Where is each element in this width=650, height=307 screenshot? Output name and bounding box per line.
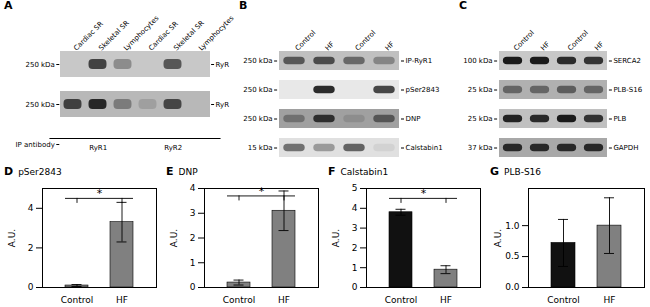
svg-text:Control: Control xyxy=(61,295,94,303)
svg-text:3: 3 xyxy=(352,223,358,233)
svg-text:PLB-S16: PLB-S16 xyxy=(613,86,642,94)
svg-text:Control: Control xyxy=(223,295,256,303)
svg-text:HF: HF xyxy=(324,40,336,52)
svg-text:15 kDa: 15 kDa xyxy=(248,144,273,152)
svg-text:Skeletal SR: Skeletal SR xyxy=(97,19,131,53)
svg-text:HF: HF xyxy=(440,295,452,303)
svg-text:GAPDH: GAPDH xyxy=(613,144,638,152)
svg-text:Control: Control xyxy=(385,295,418,303)
svg-text:*: * xyxy=(259,185,265,198)
svg-text:HF: HF xyxy=(593,40,605,52)
svg-text:2: 2 xyxy=(190,233,196,243)
svg-text:Lymphocytes: Lymphocytes xyxy=(122,14,161,53)
svg-text:0.5: 0.5 xyxy=(505,251,519,261)
svg-text:250 kDa: 250 kDa xyxy=(243,57,272,65)
html-text:F Calstabin1: F Calstabin1 xyxy=(328,165,389,178)
svg-text:4: 4 xyxy=(190,183,196,193)
svg-text:RyR: RyR xyxy=(216,61,230,69)
svg-text:250 kDa: 250 kDa xyxy=(243,115,272,123)
svg-text:HF: HF xyxy=(604,295,616,303)
svg-text:37 kDa: 37 kDa xyxy=(468,144,493,152)
svg-text:4: 4 xyxy=(28,203,34,213)
svg-text:Lymphocytes: Lymphocytes xyxy=(197,14,235,52)
svg-text:Cardiac SR: Cardiac SR xyxy=(147,19,180,53)
svg-text:250 kDa: 250 kDa xyxy=(25,61,54,69)
svg-text:HF: HF xyxy=(539,40,551,52)
svg-text:1: 1 xyxy=(190,258,196,268)
svg-text:HF: HF xyxy=(278,295,290,303)
html-text:B: B xyxy=(239,0,248,12)
svg-text:*: * xyxy=(97,187,103,200)
svg-text:1: 1 xyxy=(352,263,358,273)
svg-text:100 kDa: 100 kDa xyxy=(463,57,492,65)
svg-text:250 kDa: 250 kDa xyxy=(25,101,54,109)
svg-text:0: 0 xyxy=(28,282,34,292)
svg-text:IP antibody: IP antibody xyxy=(16,141,55,149)
svg-text:SERCA2: SERCA2 xyxy=(613,57,641,65)
html-text:A: A xyxy=(4,0,13,12)
svg-text:3: 3 xyxy=(190,208,196,218)
svg-text:RyR2: RyR2 xyxy=(164,144,182,152)
svg-text:Calstabin1: Calstabin1 xyxy=(406,144,443,152)
html-text:D pSer2843: D pSer2843 xyxy=(4,165,62,178)
svg-text:A.U.: A.U. xyxy=(493,229,503,247)
svg-text:Cardiac SR: Cardiac SR xyxy=(72,19,105,53)
svg-text:2: 2 xyxy=(352,243,358,253)
svg-text:Skeletal SR: Skeletal SR xyxy=(172,19,206,53)
svg-text:A.U.: A.U. xyxy=(7,229,17,247)
svg-text:Control: Control xyxy=(354,29,378,53)
svg-text:0.0: 0.0 xyxy=(505,282,520,292)
svg-text:Control: Control xyxy=(294,29,318,53)
svg-text:4: 4 xyxy=(352,203,358,213)
svg-text:Control: Control xyxy=(566,29,590,53)
svg-text:25 kDa: 25 kDa xyxy=(468,86,493,94)
svg-text:A.U.: A.U. xyxy=(331,229,341,247)
svg-text:HF: HF xyxy=(384,40,396,52)
svg-text:25 kDa: 25 kDa xyxy=(468,115,493,123)
svg-text:1.0: 1.0 xyxy=(505,221,520,231)
html-text:C: C xyxy=(459,0,468,12)
svg-text:Control: Control xyxy=(547,295,580,303)
svg-text:2: 2 xyxy=(28,243,34,253)
svg-text:A.U.: A.U. xyxy=(169,229,179,247)
html-text:G: G xyxy=(490,165,499,178)
svg-text:DNP: DNP xyxy=(406,115,421,123)
svg-text:0: 0 xyxy=(190,282,196,292)
svg-text:Control: Control xyxy=(512,29,536,53)
svg-text:IP-RyR1: IP-RyR1 xyxy=(406,57,433,65)
html-text:E DNP: E DNP xyxy=(166,165,198,178)
svg-text:5: 5 xyxy=(352,183,358,193)
svg-text:HF: HF xyxy=(116,295,128,303)
svg-text:PLB: PLB xyxy=(613,115,626,123)
svg-text:0: 0 xyxy=(352,282,358,292)
html-text:PLB-S16: PLB-S16 xyxy=(504,167,542,177)
svg-text:pSer2843: pSer2843 xyxy=(406,86,440,94)
svg-text:RyR: RyR xyxy=(216,101,230,109)
svg-text:*: * xyxy=(421,187,427,200)
svg-text:250 kDa: 250 kDa xyxy=(243,86,272,94)
svg-text:RyR1: RyR1 xyxy=(89,144,107,152)
